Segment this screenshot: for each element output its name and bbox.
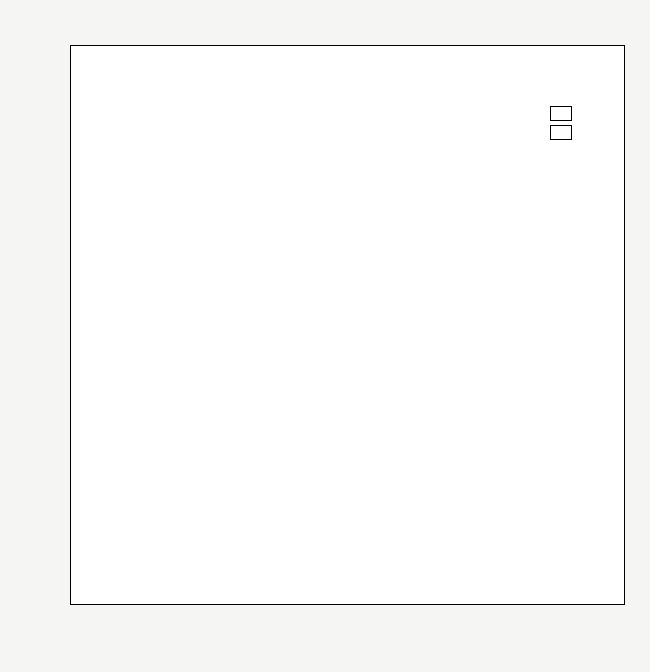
legend-swatch-sample — [550, 125, 572, 140]
legend — [546, 102, 584, 148]
legend-item-sample — [550, 125, 580, 140]
chart-container — [0, 0, 650, 672]
plot-area — [70, 45, 625, 605]
plot-svg — [71, 46, 624, 604]
legend-item-control — [550, 106, 580, 121]
legend-swatch-control — [550, 106, 572, 121]
